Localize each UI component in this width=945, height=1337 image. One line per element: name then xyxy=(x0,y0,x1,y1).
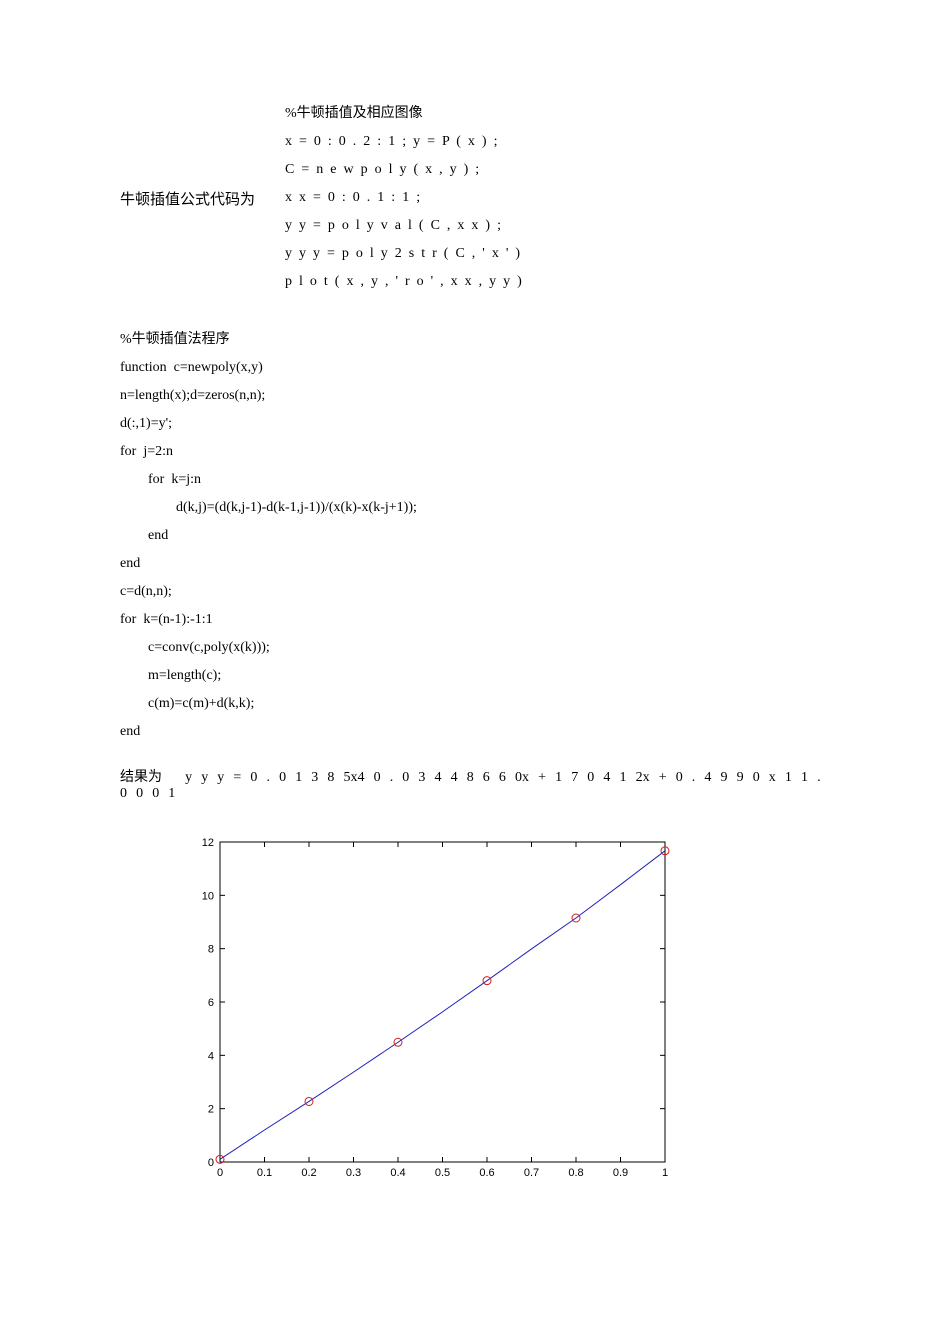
program-line: for k=(n-1):-1:1 xyxy=(120,606,825,634)
program-line: function c=newpoly(x,y) xyxy=(120,354,825,382)
code-line: C = n e w p o l y ( x , y ) ; xyxy=(285,156,522,184)
program-lines: function c=newpoly(x,y)n=length(x);d=zer… xyxy=(120,354,825,746)
result-text: y y y = 0 . 0 1 3 8 5x4 0 . 0 3 4 4 8 6 … xyxy=(120,770,821,801)
ytick-label: 4 xyxy=(208,1050,214,1062)
program-line: end xyxy=(120,522,825,550)
program-line: d(:,1)=y'; xyxy=(120,410,825,438)
xtick-label: 0.7 xyxy=(524,1167,539,1179)
program-line: c=conv(c,poly(x(k))); xyxy=(120,634,825,662)
program-header: %牛顿插值法程序 xyxy=(120,326,825,354)
plot-box xyxy=(220,842,665,1162)
xtick-label: 0.4 xyxy=(390,1167,405,1179)
xtick-label: 0.8 xyxy=(568,1167,583,1179)
program-line: m=length(c); xyxy=(120,662,825,690)
top-label: 牛顿插值公式代码为 xyxy=(120,188,255,209)
program-block: %牛顿插值法程序 function c=newpoly(x,y)n=length… xyxy=(120,326,825,746)
code-line: x = 0 : 0 . 2 : 1 ; y = P ( x ) ; xyxy=(285,128,522,156)
ytick-label: 6 xyxy=(208,997,214,1009)
xtick-label: 0.1 xyxy=(257,1167,272,1179)
ytick-label: 8 xyxy=(208,944,214,956)
xtick-label: 0 xyxy=(217,1167,223,1179)
ytick-label: 0 xyxy=(208,1157,214,1169)
ytick-label: 2 xyxy=(208,1104,214,1116)
program-line: for j=2:n xyxy=(120,438,825,466)
program-line: d(k,j)=(d(k,j-1)-d(k-1,j-1))/(x(k)-x(k-j… xyxy=(120,494,825,522)
program-line: end xyxy=(120,550,825,578)
chart-container: 00.10.20.30.40.50.60.70.80.91024681012 xyxy=(120,832,825,1192)
result-label: 结果为 xyxy=(120,770,162,785)
xtick-label: 1 xyxy=(662,1167,668,1179)
code-line: y y = p o l y v a l ( C , x x ) ; xyxy=(285,212,522,240)
top-code: %牛顿插值及相应图像x = 0 : 0 . 2 : 1 ; y = P ( x … xyxy=(285,100,522,296)
xtick-label: 0.9 xyxy=(613,1167,628,1179)
code-line: x x = 0 : 0 . 1 : 1 ; xyxy=(285,184,522,212)
program-line: for k=j:n xyxy=(120,466,825,494)
xtick-label: 0.5 xyxy=(435,1167,450,1179)
code-line: %牛顿插值及相应图像 xyxy=(285,100,522,128)
result-line: 结果为 y y y = 0 . 0 1 3 8 5x4 0 . 0 3 4 4 … xyxy=(120,766,825,802)
ytick-label: 10 xyxy=(202,890,214,902)
code-line: p l o t ( x , y , ' r o ' , x x , y y ) xyxy=(285,268,522,296)
xtick-label: 0.3 xyxy=(346,1167,361,1179)
chart-svg: 00.10.20.30.40.50.60.70.80.91024681012 xyxy=(180,832,680,1192)
code-line: y y y = p o l y 2 s t r ( C , ' x ' ) xyxy=(285,240,522,268)
program-line: c(m)=c(m)+d(k,k); xyxy=(120,690,825,718)
program-line: n=length(x);d=zeros(n,n); xyxy=(120,382,825,410)
xtick-label: 0.6 xyxy=(479,1167,494,1179)
program-line: c=d(n,n); xyxy=(120,578,825,606)
ytick-label: 12 xyxy=(202,837,214,849)
top-code-block: 牛顿插值公式代码为 %牛顿插值及相应图像x = 0 : 0 . 2 : 1 ; … xyxy=(120,100,825,296)
xtick-label: 0.2 xyxy=(301,1167,316,1179)
program-line: end xyxy=(120,718,825,746)
